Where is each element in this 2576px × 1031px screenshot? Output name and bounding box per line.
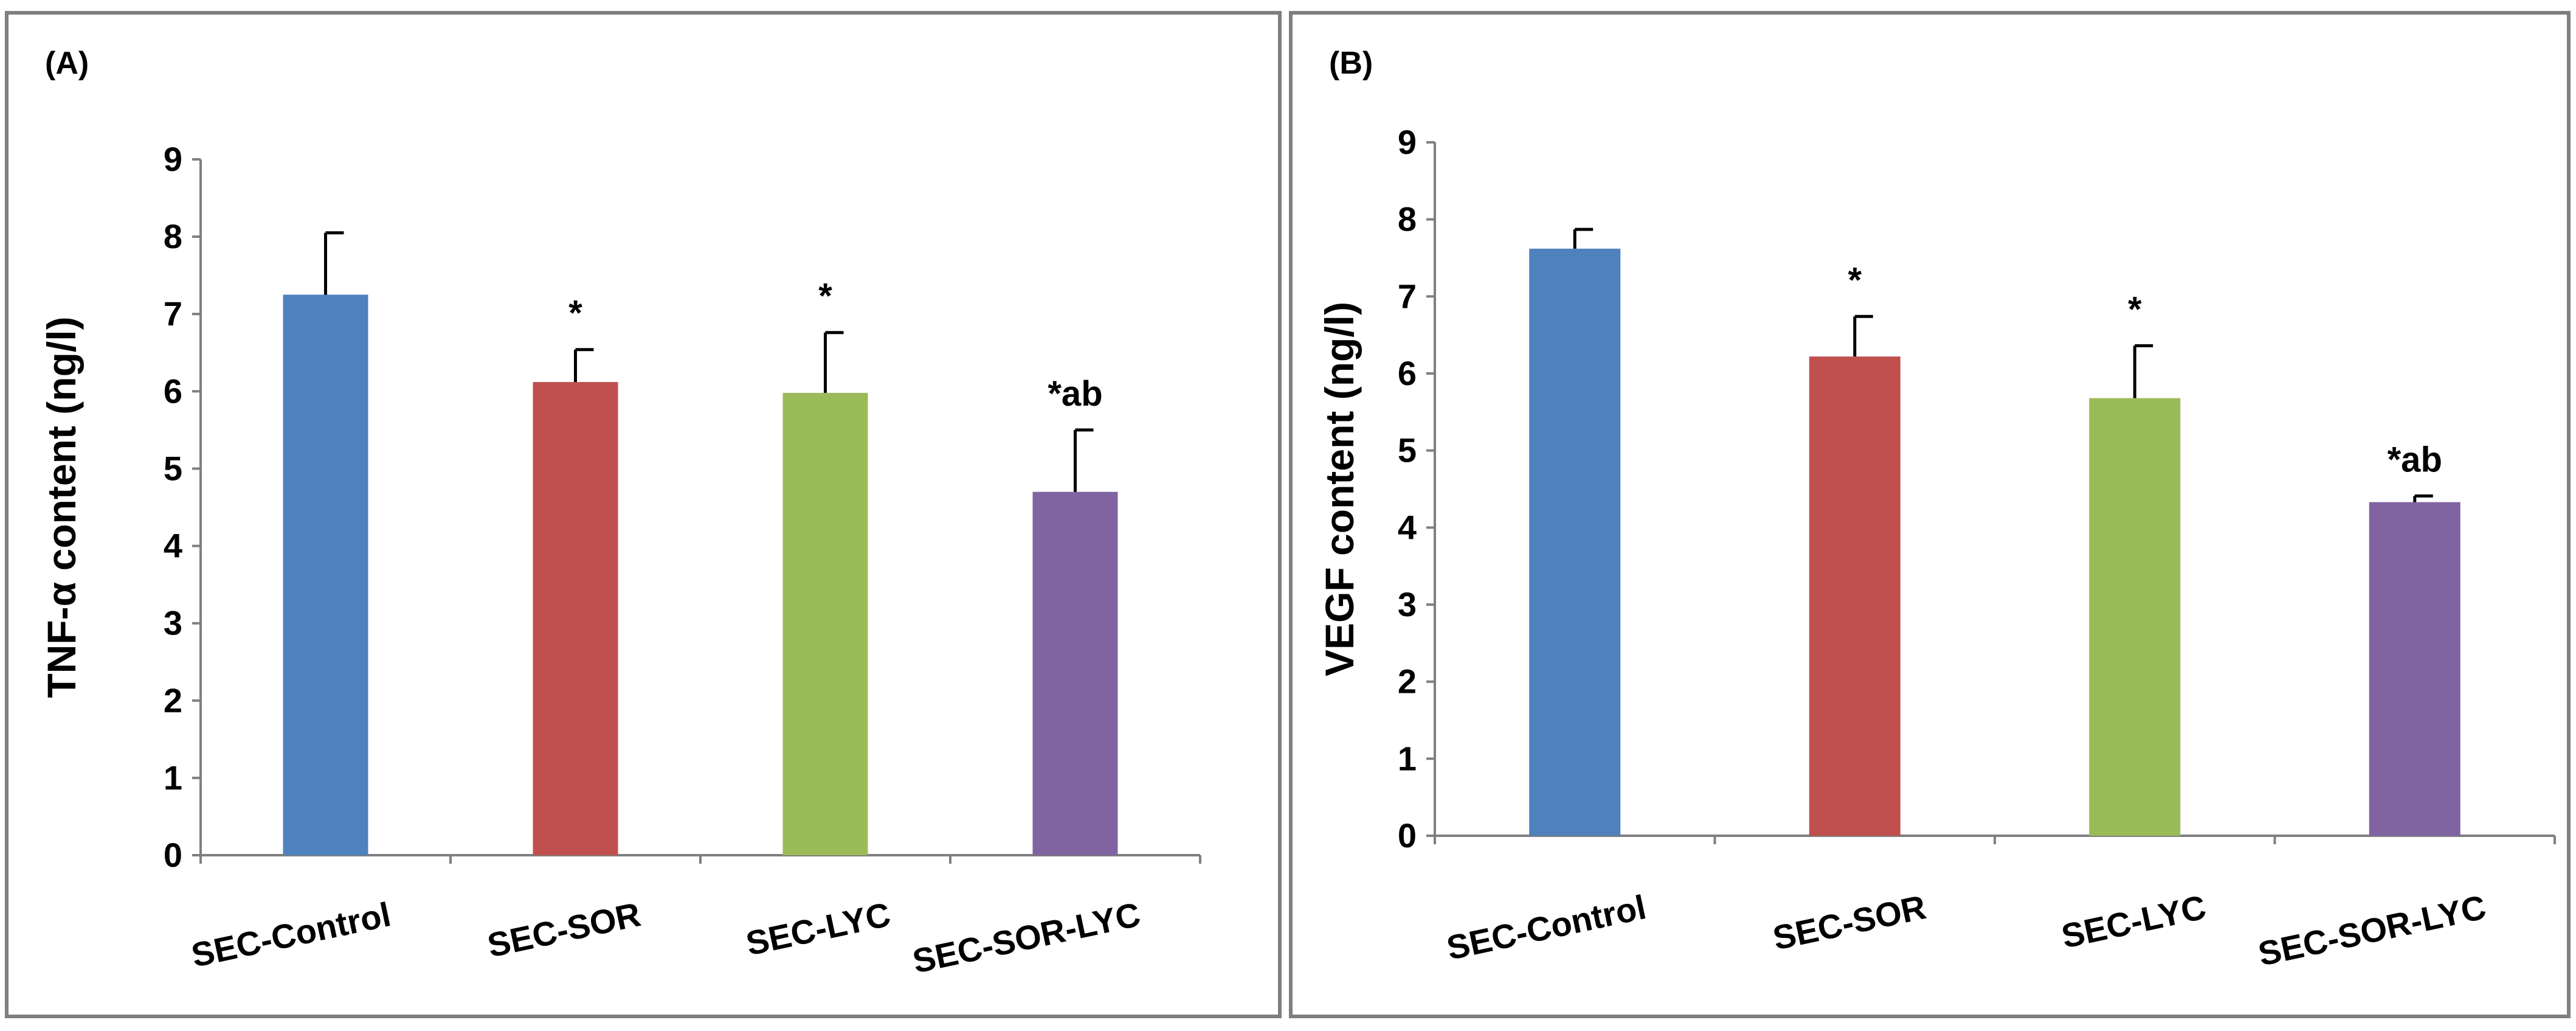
chart-a-ytick-label: 0 — [164, 836, 182, 874]
chart-b-significance-label: * — [1848, 260, 1862, 300]
chart-a-category-label: SEC-Control — [188, 895, 394, 974]
chart-a-bar-sec-control — [283, 294, 368, 855]
chart-b-ytick-label: 5 — [1398, 431, 1417, 470]
chart-b-ytick-label: 0 — [1398, 816, 1417, 855]
chart-b-category-label: SEC-SOR-LYC — [2255, 887, 2489, 973]
chart-b-category-label: SEC-Control — [1443, 887, 1649, 967]
chart-a-ytick-label: 8 — [164, 217, 182, 255]
chart-a-ytick-label: 2 — [164, 681, 182, 720]
chart-b-ytick-label: 9 — [1398, 123, 1417, 161]
chart-b: 0 1 2 3 4 5 6 7 8 9 VEGF content (ng/l) SEC-Control… — [1317, 123, 2556, 973]
chart-b-ytick-label: 1 — [1398, 739, 1417, 777]
chart-a-ytick-label: 1 — [164, 758, 182, 797]
chart-b-bar-sec-lyc — [2089, 398, 2181, 836]
chart-b-significance-label: *ab — [2388, 440, 2442, 479]
chart-b-bar-sec-sor-lyc — [2369, 502, 2460, 836]
chart-a-y-axis-label: TNF-α content (ng/l) — [39, 316, 84, 698]
chart-b-bar-sec-control — [1529, 248, 1621, 836]
chart-a-ytick-label: 5 — [164, 449, 182, 487]
chart-a-ytick-label: 6 — [164, 372, 182, 410]
panel-label-b: (B) — [1329, 46, 1373, 81]
chart-a-bar-sec-sor — [533, 382, 618, 855]
chart-b-bar-sec-sor — [1809, 356, 1901, 836]
chart-a-ytick-label: 7 — [164, 294, 182, 333]
panel-a: (A) 0 1 2 3 4 5 6 7 8 9 TNF-α content (ng/l) SEC-Co… — [5, 11, 1282, 1018]
chart-b-ytick-label: 6 — [1398, 354, 1417, 392]
chart-a-bar-sec-lyc — [782, 392, 868, 855]
chart-a-ytick-label: 9 — [164, 140, 182, 178]
chart-a-significance-label: * — [818, 277, 832, 316]
chart-a-category-label: SEC-LYC — [742, 895, 893, 963]
chart-b-category-label: SEC-SOR — [1770, 887, 1930, 957]
chart-b-ytick-label: 7 — [1398, 277, 1417, 315]
chart-a-category-label: SEC-SOR — [484, 895, 644, 965]
panel-label-a: (A) — [45, 46, 89, 81]
chart-b-category-label: SEC-LYC — [2058, 887, 2209, 956]
chart-b-ytick-label: 3 — [1398, 585, 1417, 623]
chart-b-ytick-label: 4 — [1398, 508, 1417, 546]
chart-a-significance-label: * — [568, 294, 582, 333]
chart-a: 0 1 2 3 4 5 6 7 8 9 TNF-α content (ng/l) SEC-Contro… — [39, 140, 1201, 981]
chart-a-category-label: SEC-SOR-LYC — [910, 895, 1144, 981]
chart-a-bar-sec-sor-lyc — [1032, 491, 1118, 855]
chart-a-ytick-label: 3 — [164, 604, 182, 642]
chart-a-significance-label: *ab — [1048, 374, 1102, 414]
chart-b-y-axis-label: VEGF content (ng/l) — [1317, 302, 1362, 676]
chart-b-ytick-label: 2 — [1398, 662, 1417, 701]
chart-a-ytick-label: 4 — [164, 527, 182, 565]
chart-b-significance-label: * — [2128, 290, 2142, 329]
panel-b: (B) 0 1 2 3 4 5 6 7 8 9 VEGF content (ng/l) SEC-Con… — [1289, 11, 2571, 1018]
chart-b-ytick-label: 8 — [1398, 200, 1417, 238]
